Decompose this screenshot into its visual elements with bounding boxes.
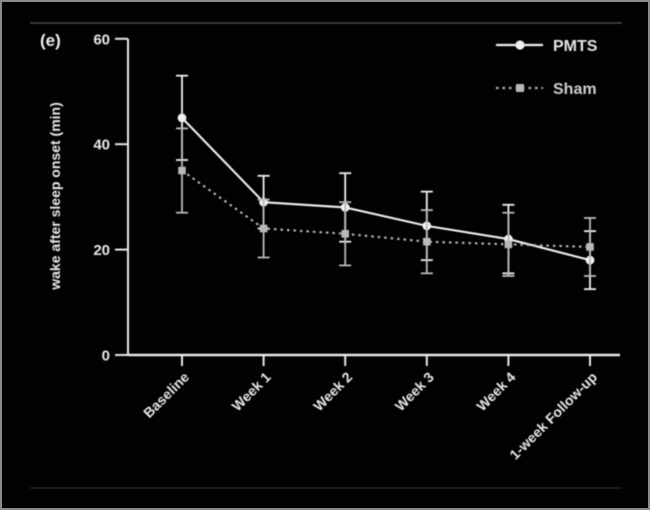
sham-marker <box>423 237 431 246</box>
x-tick-label: 1-week Follow-up <box>506 369 600 463</box>
legend: PMTS Sham <box>496 38 598 98</box>
sham-marker <box>586 243 594 251</box>
sham-marker <box>259 224 268 233</box>
y-tick-label: 0 <box>102 348 110 365</box>
panel-label: (e) <box>40 31 61 50</box>
y-tick-label: 20 <box>93 242 110 259</box>
sham-marker <box>504 240 513 249</box>
plot-area: 0 20 40 60 Baseline Week 1 Week 2 Week 3 Week 41… <box>93 31 620 463</box>
y-axis-label: wake after sleep onset (min) <box>47 102 63 291</box>
x-tick-label: Baseline <box>140 369 192 421</box>
pmts-legend-circle-icon <box>515 40 525 50</box>
x-tick-label: Week 2 <box>310 369 355 414</box>
sham-marker <box>178 166 186 175</box>
legend-label-sham: Sham <box>553 81 597 98</box>
x-tick-label: Week 4 <box>473 369 518 414</box>
y-tick-label: 60 <box>93 31 110 48</box>
pmts-line <box>181 117 591 262</box>
x-tick-label: Week 3 <box>392 369 437 414</box>
x-tick-label: Week 1 <box>228 369 273 414</box>
pmts-marker <box>177 113 187 123</box>
legend-item-pmts: PMTS <box>496 38 598 55</box>
y-tick-label: 40 <box>93 137 110 154</box>
sham-line <box>181 169 591 249</box>
sham-legend-square-icon <box>516 84 524 92</box>
legend-label-pmts: PMTS <box>553 38 598 55</box>
sham-marker <box>341 229 349 238</box>
legend-item-sham: Sham <box>496 81 597 98</box>
